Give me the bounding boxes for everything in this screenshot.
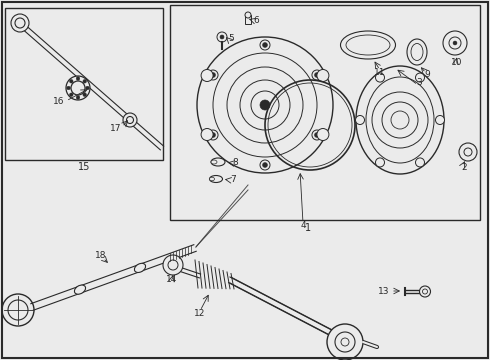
Text: 14: 14 xyxy=(166,275,177,284)
Bar xyxy=(245,15,251,24)
Circle shape xyxy=(76,96,80,99)
Circle shape xyxy=(317,129,329,140)
Circle shape xyxy=(2,294,34,326)
Circle shape xyxy=(15,18,25,28)
Circle shape xyxy=(11,14,29,32)
Circle shape xyxy=(66,76,90,100)
Circle shape xyxy=(416,158,424,167)
Text: 7: 7 xyxy=(230,175,236,184)
Circle shape xyxy=(211,132,216,138)
Circle shape xyxy=(67,86,70,90)
Text: 16: 16 xyxy=(53,96,65,105)
Circle shape xyxy=(220,35,224,39)
Ellipse shape xyxy=(356,66,444,174)
Text: 10: 10 xyxy=(451,58,463,67)
Circle shape xyxy=(83,80,87,83)
Circle shape xyxy=(312,130,322,140)
Circle shape xyxy=(416,73,424,82)
Text: 2: 2 xyxy=(461,162,466,171)
Circle shape xyxy=(76,77,80,80)
Circle shape xyxy=(126,117,133,123)
Circle shape xyxy=(422,289,427,294)
Circle shape xyxy=(70,93,73,96)
Bar xyxy=(5,8,163,160)
Circle shape xyxy=(86,86,89,90)
Bar xyxy=(170,5,480,220)
Ellipse shape xyxy=(210,176,222,183)
Circle shape xyxy=(453,41,457,45)
Circle shape xyxy=(8,300,28,320)
Text: 6: 6 xyxy=(253,15,259,24)
Circle shape xyxy=(123,113,137,127)
Circle shape xyxy=(317,69,329,81)
Text: 18: 18 xyxy=(95,251,106,260)
Circle shape xyxy=(372,92,428,148)
Circle shape xyxy=(211,72,216,77)
Ellipse shape xyxy=(211,158,225,166)
Circle shape xyxy=(83,93,87,96)
Text: 17: 17 xyxy=(110,123,122,132)
Circle shape xyxy=(436,116,444,125)
Circle shape xyxy=(208,70,218,80)
Text: 5: 5 xyxy=(228,33,234,42)
Circle shape xyxy=(327,324,363,360)
Circle shape xyxy=(315,72,319,77)
Circle shape xyxy=(201,129,213,140)
Circle shape xyxy=(449,37,461,49)
Circle shape xyxy=(71,81,85,95)
Ellipse shape xyxy=(346,35,390,55)
Circle shape xyxy=(382,102,418,138)
Ellipse shape xyxy=(366,77,434,163)
Circle shape xyxy=(263,162,268,167)
Circle shape xyxy=(201,69,213,81)
Circle shape xyxy=(312,70,322,80)
Polygon shape xyxy=(181,268,200,278)
Circle shape xyxy=(168,260,178,270)
Circle shape xyxy=(70,80,73,83)
Polygon shape xyxy=(31,245,196,310)
Circle shape xyxy=(315,132,319,138)
Ellipse shape xyxy=(210,177,215,181)
Circle shape xyxy=(464,148,472,156)
Text: 13: 13 xyxy=(378,287,390,296)
Circle shape xyxy=(260,160,270,170)
Circle shape xyxy=(197,37,333,173)
Text: 3: 3 xyxy=(416,77,422,86)
Polygon shape xyxy=(229,277,346,343)
Ellipse shape xyxy=(134,263,146,273)
Text: 4: 4 xyxy=(300,220,306,230)
Text: 12: 12 xyxy=(195,309,206,318)
Text: 1: 1 xyxy=(305,223,311,233)
Circle shape xyxy=(459,143,477,161)
Circle shape xyxy=(240,80,290,130)
Circle shape xyxy=(341,338,349,346)
Circle shape xyxy=(443,31,467,55)
Circle shape xyxy=(260,100,270,110)
Circle shape xyxy=(227,67,303,143)
Ellipse shape xyxy=(211,160,217,164)
Circle shape xyxy=(251,91,279,119)
Ellipse shape xyxy=(411,44,423,60)
Circle shape xyxy=(391,111,409,129)
Text: 9: 9 xyxy=(424,69,430,78)
Circle shape xyxy=(263,42,268,48)
Circle shape xyxy=(375,73,385,82)
Text: 15: 15 xyxy=(78,162,90,172)
Circle shape xyxy=(208,130,218,140)
Circle shape xyxy=(245,12,251,18)
Circle shape xyxy=(163,255,183,275)
Text: 11: 11 xyxy=(374,68,386,77)
Ellipse shape xyxy=(74,285,86,294)
Circle shape xyxy=(419,286,431,297)
Circle shape xyxy=(375,158,385,167)
Ellipse shape xyxy=(341,31,395,59)
Circle shape xyxy=(356,116,365,125)
Circle shape xyxy=(217,32,227,42)
Circle shape xyxy=(260,40,270,50)
Circle shape xyxy=(213,53,317,157)
Ellipse shape xyxy=(407,39,427,65)
Text: 8: 8 xyxy=(232,158,238,166)
Circle shape xyxy=(335,332,355,352)
